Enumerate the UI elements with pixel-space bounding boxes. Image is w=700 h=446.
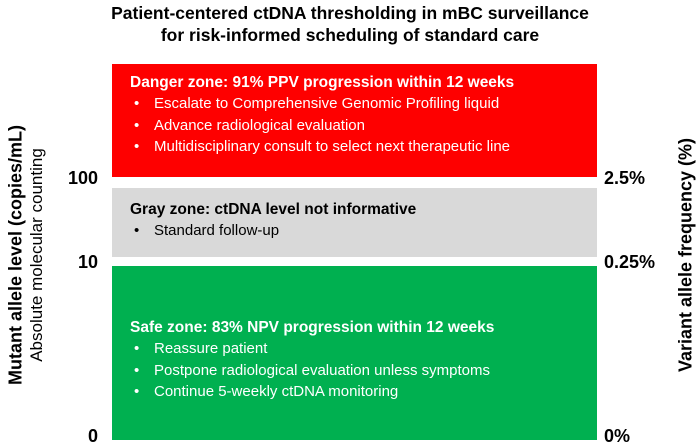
left-axis-label: Mutant allele level (copies/mL): [5, 124, 26, 386]
bullet-icon: •: [134, 95, 140, 112]
left-tick-10: 10: [77, 252, 98, 272]
bullet-text: Reassure patient: [154, 340, 268, 358]
bullet-text: Standard follow-up: [154, 222, 280, 239]
gray-bullet: • Standard follow-up: [130, 220, 597, 242]
left-tick-0: 0: [87, 426, 98, 446]
bullet-icon: •: [134, 222, 140, 239]
left-tick-100: 100: [67, 168, 98, 188]
bullet-text: Postpone radiological evaluation unless …: [154, 361, 491, 379]
title-line-1: Patient-centered ctDNA thresholding in m…: [111, 3, 589, 23]
right-tick-0-25: 0.25%: [604, 252, 656, 272]
gray-zone: Gray zone: ctDNA level not informative •…: [112, 188, 597, 257]
safe-bullet: • Postpone radiological evaluation unless…: [130, 360, 597, 382]
gray-zone-header: Gray zone: ctDNA level not informative: [130, 201, 417, 218]
danger-bullet: • Multidisciplinary consult to select nex…: [130, 136, 597, 158]
bullet-icon: •: [134, 340, 140, 358]
danger-bullet: • Advance radiological evaluation: [130, 115, 597, 137]
bullet-icon: •: [134, 361, 140, 379]
bullet-text: Escalate to Comprehensive Genomic Profil…: [154, 95, 500, 112]
bullet-icon: •: [134, 383, 140, 401]
bullet-text: Advance radiological evaluation: [154, 116, 365, 134]
danger-zone-header: Danger zone: 91% PPV progression within …: [130, 74, 515, 91]
bullet-icon: •: [134, 116, 140, 134]
safe-zone: Safe zone: 83% NPV progression within 12…: [112, 266, 597, 440]
danger-bullet: • Escalate to Comprehensive Genomic Profi…: [130, 93, 597, 115]
bullet-icon: •: [134, 138, 140, 155]
right-tick-2-5: 2.5%: [604, 168, 646, 188]
danger-zone: Danger zone: 91% PPV progression within …: [112, 64, 597, 177]
safe-zone-header: Safe zone: 83% NPV progression within 12…: [130, 319, 495, 337]
safe-bullet: • Reassure patient: [130, 338, 597, 360]
left-axis-sublabel: Absolute molecular counting: [27, 148, 46, 362]
bullet-text: Continue 5-weekly ctDNA monitoring: [154, 383, 399, 401]
bullet-text: Multidisciplinary consult to select next…: [154, 138, 511, 155]
title-line-2: for risk-informed scheduling of standard…: [160, 25, 540, 45]
right-axis-label: Variant allele frequency (%): [675, 137, 696, 373]
right-tick-0: 0%: [604, 426, 631, 446]
safe-bullet: • Continue 5-weekly ctDNA monitoring: [130, 381, 597, 403]
